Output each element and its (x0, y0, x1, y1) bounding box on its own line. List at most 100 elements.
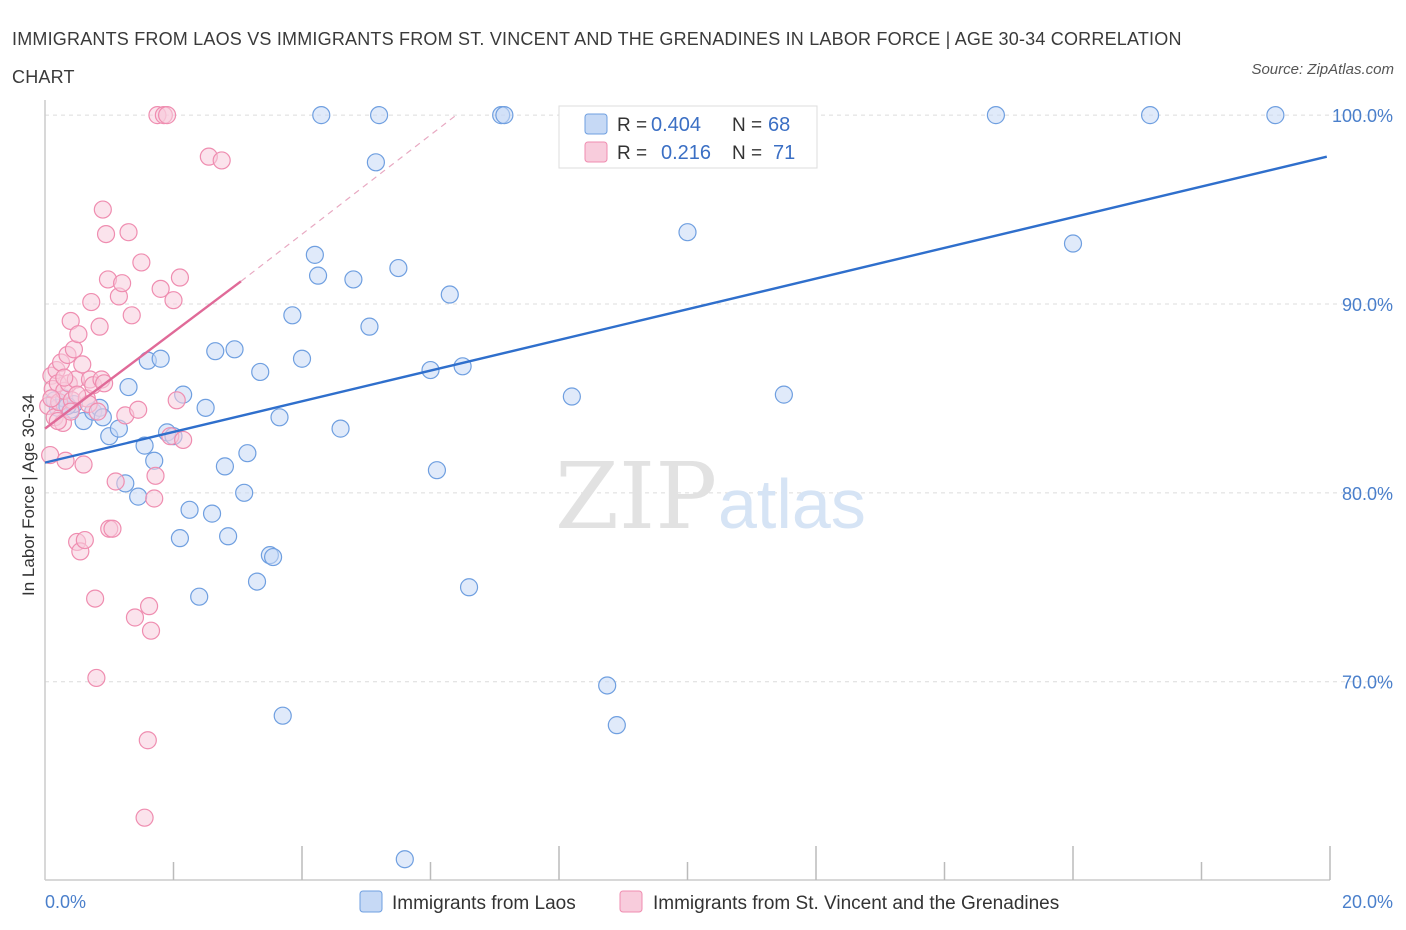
laos-point-45 (360, 317, 379, 336)
watermark-zip: ZIP (555, 443, 717, 550)
laos-point-22 (180, 500, 199, 519)
st-vincent-point-60 (164, 291, 183, 310)
y-tick-label-0: 70.0% (1342, 673, 1393, 693)
laos-point-60 (607, 716, 626, 735)
st-vincent-point-42 (112, 274, 132, 293)
laos-point-63 (986, 106, 1006, 125)
st-vincent-point-32 (90, 317, 109, 336)
laos-point-12 (119, 377, 138, 397)
source-label: Source: ZipAtlas.com (1251, 61, 1394, 78)
legend-label-st-vincent: Immigrants from St. Vincent and the Gren… (653, 893, 1059, 914)
st-vincent-point-27 (82, 292, 101, 312)
x-tick-label-1: 20.0% (1342, 892, 1393, 912)
x-tick-label-0: 0.0% (45, 892, 86, 912)
chart-title: IMMIGRANTS FROM LAOS VS IMMIGRANTS FROM … (12, 29, 1182, 87)
laos-point-47 (370, 106, 389, 125)
st-vincent-point-11 (56, 451, 75, 470)
watermark: ZIP atlas (555, 443, 866, 550)
st-vincent-point-23 (75, 530, 94, 550)
laos-point-56 (495, 106, 514, 125)
laos-point-14 (135, 436, 154, 455)
laos-point-32 (247, 572, 267, 591)
trend-line-st-vincent (44, 280, 242, 430)
y-tick-label-2: 90.0% (1342, 295, 1393, 315)
laos-point-51 (427, 461, 447, 480)
stats-n-value-laos: 68 (768, 114, 790, 136)
trend-line-st-vincent-extension (240, 114, 457, 282)
gridlines (45, 114, 1392, 683)
stats-n-label-laos: N = (732, 115, 762, 136)
st-vincent-point-48 (132, 253, 151, 272)
stats-r-label-st-vincent: R = (617, 143, 647, 164)
laos-point-66 (1266, 106, 1285, 125)
laos-point-36 (270, 408, 289, 427)
laos-point-30 (235, 483, 254, 502)
laos-point-20 (170, 529, 190, 548)
st-vincent-point-21 (73, 355, 92, 374)
st-vincent-point-22 (74, 455, 93, 474)
laos-point-42 (312, 106, 331, 125)
st-vincent-point-53 (145, 489, 164, 508)
st-vincent-point-61 (167, 391, 186, 410)
laos-point-61 (678, 223, 697, 242)
stats-legend-swatch-laos (584, 113, 608, 135)
laos-point-49 (395, 850, 414, 869)
axes (44, 100, 1331, 881)
st-vincent-point-31 (88, 402, 107, 421)
laos-point-35 (263, 547, 283, 567)
series-legend: Immigrants from Laos Immigrants from St.… (359, 890, 1059, 914)
series-st-vincent-points (39, 106, 231, 827)
laos-point-31 (238, 444, 257, 463)
stats-r-label-laos: R = (617, 115, 647, 136)
st-vincent-point-51 (139, 597, 159, 616)
laos-point-46 (366, 153, 385, 172)
st-vincent-point-47 (129, 400, 148, 419)
laos-point-25 (202, 504, 222, 523)
laos-point-43 (331, 419, 350, 438)
laos-point-62 (774, 385, 793, 404)
laos-point-27 (215, 457, 234, 476)
laos-point-48 (389, 258, 408, 278)
st-vincent-point-39 (103, 519, 122, 538)
laos-point-17 (151, 349, 170, 368)
st-vincent-point-40 (106, 472, 125, 491)
st-vincent-point-65 (212, 151, 231, 170)
st-vincent-point-30 (87, 668, 106, 688)
laos-point-54 (459, 578, 479, 597)
st-vincent-point-66 (42, 389, 61, 408)
laos-point-64 (1063, 234, 1083, 253)
st-vincent-point-19 (69, 325, 88, 344)
laos-point-33 (251, 362, 270, 382)
laos-point-41 (308, 266, 328, 285)
laos-point-57 (562, 387, 581, 406)
st-vincent-point-50 (138, 731, 157, 750)
stats-r-value-laos: 0.404 (651, 114, 701, 136)
stats-n-label-st-vincent: N = (732, 143, 762, 164)
laos-point-39 (292, 349, 312, 368)
trend-line-laos (44, 155, 1328, 464)
laos-point-24 (196, 398, 215, 417)
stats-r-value-st-vincent: 0.216 (661, 142, 711, 164)
st-vincent-point-62 (170, 268, 190, 287)
laos-point-44 (344, 270, 363, 289)
st-vincent-point-56 (151, 279, 170, 298)
st-vincent-point-29 (86, 589, 105, 608)
st-vincent-point-46 (125, 608, 145, 627)
st-vincent-point-68 (55, 368, 74, 387)
laos-point-16 (145, 451, 164, 470)
y-tick-label-3: 100.0% (1332, 106, 1393, 126)
tick-labels: 70.0% 80.0% 90.0% 100.0% 0.0% 20.0% (45, 106, 1393, 912)
laos-point-65 (1140, 106, 1160, 125)
legend-swatch-st-vincent (619, 890, 643, 913)
watermark-atlas: atlas (718, 465, 866, 543)
st-vincent-point-16 (64, 340, 84, 359)
st-vincent-point-54 (146, 466, 165, 485)
y-tick-label-1: 80.0% (1342, 484, 1393, 504)
st-vincent-point-34 (93, 200, 112, 219)
st-vincent-point-44 (119, 223, 138, 242)
stats-legend: R = 0.404 N = 68 R = 0.216 N = 71 (558, 105, 818, 169)
st-vincent-point-52 (141, 621, 161, 640)
st-vincent-point-58 (157, 106, 177, 125)
laos-point-40 (305, 245, 324, 264)
